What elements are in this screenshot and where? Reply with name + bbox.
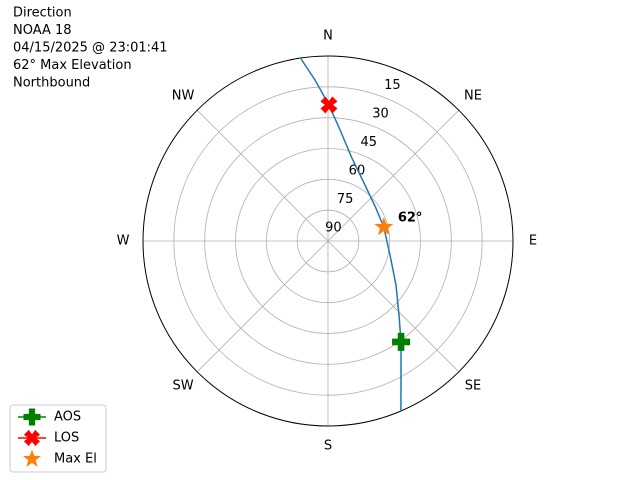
r-tick-label: 45 xyxy=(360,135,377,150)
legend-marker xyxy=(23,408,41,426)
theta-tick-label: W xyxy=(117,234,130,249)
legend-marker xyxy=(23,429,41,447)
title-line: 62° Max Elevation xyxy=(13,58,132,73)
r-tick-label: 60 xyxy=(349,164,366,179)
marker-plus xyxy=(392,332,411,351)
legend-label: AOS xyxy=(54,410,81,425)
r-grid-circle xyxy=(204,117,452,365)
legend: AOS LOS Max El xyxy=(9,404,107,473)
r-grid-circle xyxy=(265,178,391,304)
r-tick-label: 30 xyxy=(372,107,389,122)
theta-tick-label: SE xyxy=(465,378,481,393)
r-grid-circle xyxy=(173,86,483,396)
legend-marker xyxy=(23,449,41,467)
theta-tick-label: N xyxy=(323,29,333,44)
legend-label: LOS xyxy=(54,431,79,446)
r-grid-circle xyxy=(235,148,421,334)
polar-spine xyxy=(142,55,514,427)
title-line: 04/15/2025 @ 23:01:41 xyxy=(13,41,168,56)
theta-tick-label: S xyxy=(324,439,332,454)
theta-tick-label: SW xyxy=(172,378,193,393)
r-grid-circle xyxy=(296,209,360,273)
r-tick-label: 75 xyxy=(337,192,354,207)
r-tick-label: 15 xyxy=(384,78,401,93)
theta-tick-label: NE xyxy=(464,89,482,104)
r-tick-label: 90 xyxy=(325,221,342,236)
title-line: Direction xyxy=(13,6,72,21)
legend-label: Max El xyxy=(54,452,97,467)
annotation: 62° xyxy=(398,211,423,226)
theta-tick-label: E xyxy=(529,234,537,249)
theta-tick-label: NW xyxy=(172,89,195,104)
title-line: Northbound xyxy=(13,76,90,91)
marker-x xyxy=(320,96,338,114)
title-line: NOAA 18 xyxy=(13,23,72,38)
marker-star xyxy=(374,217,394,236)
